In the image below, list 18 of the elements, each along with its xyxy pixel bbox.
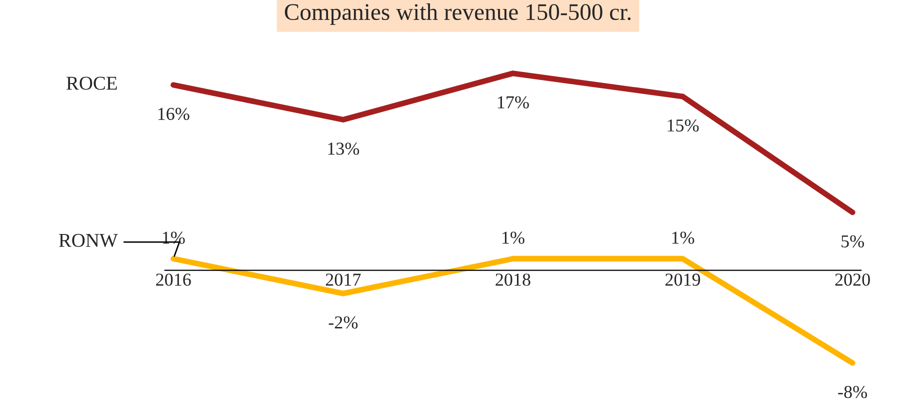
data-label: 16% xyxy=(158,108,190,120)
data-label: 15% xyxy=(668,119,699,132)
x-tick-label: 2019 xyxy=(665,274,700,286)
data-label: 1% xyxy=(502,232,524,244)
data-label: 5% xyxy=(842,235,864,248)
data-label: 1% xyxy=(672,232,694,244)
x-tick-label: 2016 xyxy=(156,274,191,286)
data-label: 13% xyxy=(328,142,360,155)
text: ROCE xyxy=(66,76,117,90)
data-label: 17% xyxy=(498,96,529,108)
x-tick-label: 2018 xyxy=(496,274,530,286)
x-tick-label: 2020 xyxy=(835,274,870,286)
data-label: -2% xyxy=(328,316,358,329)
text: RONW xyxy=(58,234,118,248)
data-label: -8% xyxy=(838,386,867,398)
data-label: 1% xyxy=(162,232,185,244)
chart-title: Companies with revenue 150-500 cr. xyxy=(284,3,631,25)
x-tick-label: 2017 xyxy=(326,274,361,286)
